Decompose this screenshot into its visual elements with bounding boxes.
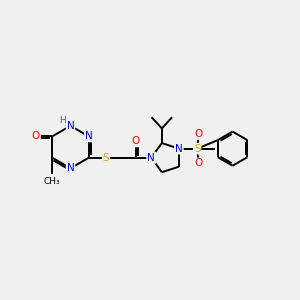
Text: O: O (132, 136, 140, 146)
Text: H: H (59, 116, 66, 125)
Text: N: N (147, 153, 155, 163)
Text: S: S (103, 153, 109, 163)
Text: N: N (147, 153, 155, 163)
Text: N: N (67, 163, 74, 173)
Text: N: N (67, 121, 74, 131)
Text: CH₃: CH₃ (44, 177, 61, 186)
Text: N: N (85, 131, 93, 142)
Text: O: O (32, 131, 40, 142)
Text: N: N (175, 144, 183, 154)
Text: S: S (194, 144, 200, 154)
Text: O: O (195, 129, 203, 139)
Text: O: O (195, 158, 203, 168)
